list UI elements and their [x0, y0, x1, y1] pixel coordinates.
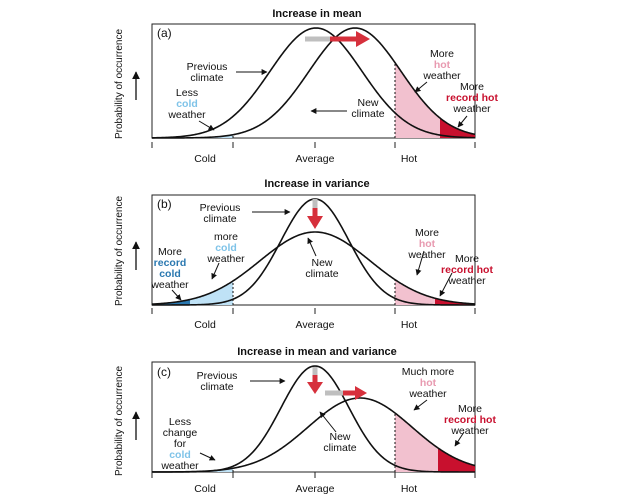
panel-a-more-hot-label: More hot weather	[422, 48, 461, 82]
panel-a-record-hot-pointer	[457, 115, 468, 128]
panel-c-title: Increase in mean and variance	[237, 346, 397, 358]
x-tick-label-average: Average	[296, 153, 335, 165]
panel-a-hot-pointer	[414, 81, 428, 93]
panel-a: Increase in mean Probability of occurren…	[114, 8, 476, 165]
panel-c-shrink-arrow	[307, 367, 323, 394]
panel-c-much-more-hot-fill	[395, 413, 438, 472]
panel-b-record-cold-pointer	[171, 289, 182, 301]
panel-b-new-climate-curve	[151, 231, 476, 305]
panel-a-title: Increase in mean	[272, 8, 362, 20]
x-tick-label-cold: Cold	[194, 153, 216, 165]
panel-b: Increase in variance Probability of occu…	[114, 178, 476, 331]
panel-b-hot-pointer	[415, 250, 425, 276]
panel-b-more-cold-label: more cold weather	[206, 231, 245, 265]
panel-a-x-ticks: Cold Average Hot	[151, 142, 476, 165]
panel-b-letter: (b)	[157, 197, 172, 211]
panel-a-shift-arrow	[305, 31, 370, 47]
panel-c-cold-pointer	[199, 452, 216, 461]
x-tick-label-cold: Cold	[194, 319, 216, 331]
panel-b-frame	[151, 194, 476, 306]
panel-c-much-more-hot-label: Much more hot weather	[402, 366, 455, 400]
panel-c-frame	[151, 361, 476, 473]
panel-a-previous-climate-label: Previous climate	[187, 61, 228, 84]
panel-c-new-pointer	[319, 411, 337, 433]
panel-a-y-axis-label: Probability of occurrence	[114, 29, 125, 139]
panel-c-record-hot-pointer	[454, 431, 465, 447]
panel-c-y-axis-label: Probability of occurrence	[114, 366, 125, 476]
x-tick-label-cold: Cold	[194, 483, 216, 495]
panel-c-previous-climate-label: Previous climate	[197, 370, 238, 393]
panel-c-shift-arrow	[325, 386, 367, 400]
panel-b-x-ticks: Cold Average Hot	[151, 308, 476, 331]
panel-c-new-climate-label: New climate	[323, 431, 356, 454]
panel-b-previous-climate-label: Previous climate	[200, 202, 241, 225]
panel-c: Increase in mean and variance Probabilit…	[114, 346, 476, 495]
panel-b-title: Increase in variance	[264, 178, 369, 190]
panel-b-new-climate-label: New climate	[305, 257, 338, 280]
x-tick-label-average: Average	[296, 483, 335, 495]
panel-c-hot-pointer	[413, 399, 428, 411]
panel-b-tail-fills	[152, 279, 475, 305]
panel-a-record-hot-fill	[440, 118, 475, 138]
panel-c-letter: (c)	[157, 365, 171, 379]
panel-c-cold-label: Less change for cold weather	[160, 416, 199, 472]
x-tick-label-average: Average	[296, 319, 335, 331]
panel-b-y-axis-label: Probability of occurrence	[114, 196, 125, 306]
panel-a-record-hot-label: More record hot weather	[446, 81, 498, 115]
panel-a-cold-pointer	[198, 120, 215, 131]
panel-c-new-climate-curve	[151, 397, 476, 473]
panel-a-new-climate-curve	[152, 27, 476, 139]
panel-a-frame	[151, 23, 476, 139]
panel-b-shrink-arrow	[307, 199, 323, 229]
x-tick-label-hot: Hot	[401, 483, 417, 495]
panel-c-record-hot-label: More record hot weather	[444, 403, 496, 437]
panel-b-record-hot-pointer	[439, 272, 453, 297]
panel-c-x-ticks: Cold Average Hot	[151, 472, 476, 495]
panel-b-cold-pointer	[211, 262, 220, 280]
text-layer: Previous climate New climate Less cold weather…	[150, 48, 498, 472]
panel-b-more-hot-label: More hot weather	[407, 227, 446, 261]
panel-b-record-hot-label: More record hot weather	[441, 253, 493, 287]
panel-a-letter: (a)	[157, 26, 172, 40]
panel-a-new-climate-label: New climate	[351, 97, 384, 120]
x-tick-label-hot: Hot	[401, 319, 417, 331]
panel-b-record-cold-label: More record cold weather	[150, 246, 189, 291]
panel-a-less-cold-label: Less cold weather	[167, 87, 206, 121]
panel-a-more-hot-fill	[395, 62, 440, 138]
panel-b-new-pointer	[307, 237, 317, 257]
x-tick-label-hot: Hot	[401, 153, 417, 165]
panel-a-previous-climate-curve	[151, 27, 476, 139]
